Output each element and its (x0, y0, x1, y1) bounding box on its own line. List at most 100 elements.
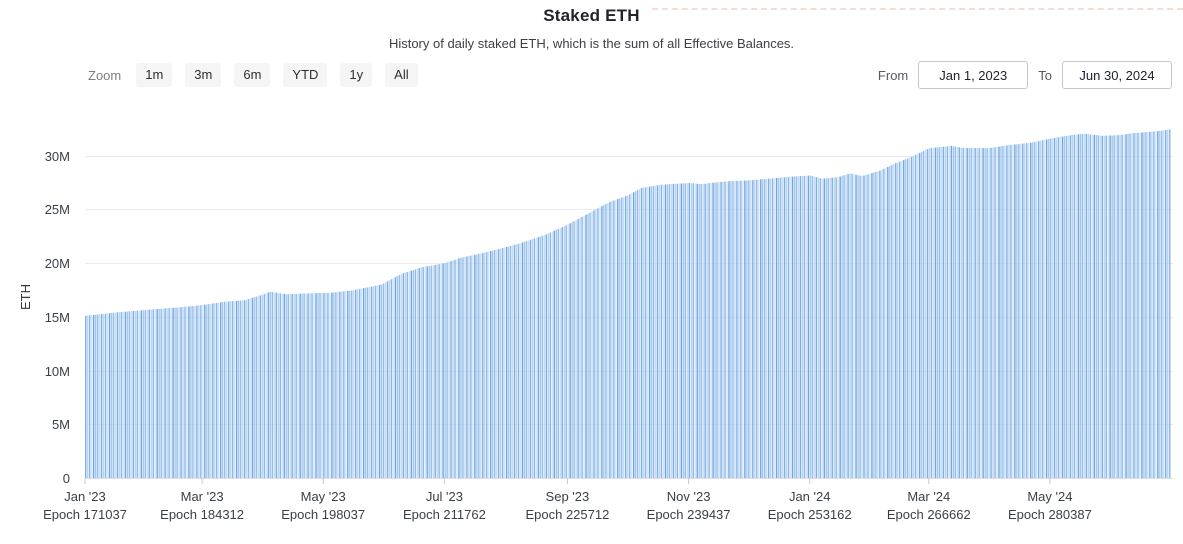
zoom-button-all[interactable]: All (385, 63, 418, 87)
bar (992, 147, 994, 479)
bar (591, 211, 593, 478)
bar (299, 293, 301, 478)
bar (208, 304, 210, 478)
bar (392, 278, 395, 478)
x-tick-month-label: Jan '23 (64, 489, 106, 504)
bar (462, 257, 464, 478)
x-tick-month-label: Nov '23 (667, 489, 711, 504)
bar (650, 186, 653, 478)
bar (124, 311, 127, 478)
bar (372, 286, 375, 478)
x-tick-epoch-label: Epoch 280387 (1008, 507, 1092, 522)
bar (1008, 145, 1010, 478)
bar (1061, 136, 1064, 478)
bar (1077, 134, 1080, 478)
zoom-button-3m[interactable]: 3m (185, 63, 222, 87)
bar (1002, 146, 1004, 478)
bar (235, 300, 238, 478)
x-tick-epoch-label: Epoch 239437 (647, 507, 731, 522)
bar (309, 293, 311, 478)
from-date-input[interactable] (918, 61, 1029, 89)
bar (1071, 135, 1074, 478)
bar (293, 293, 295, 478)
bar (515, 244, 518, 478)
bar (150, 309, 152, 478)
bar (799, 176, 802, 478)
bar (297, 293, 299, 478)
bar (861, 176, 863, 478)
bar (885, 167, 887, 478)
zoom-button-1y[interactable]: 1y (340, 63, 373, 87)
to-date-input[interactable] (1062, 61, 1172, 89)
bar (990, 147, 992, 478)
bar (839, 176, 841, 478)
bar (1026, 143, 1028, 478)
bar (188, 306, 190, 478)
bar (730, 181, 732, 479)
bar (851, 173, 853, 478)
bar (495, 249, 498, 478)
bar (1159, 130, 1161, 478)
bar (674, 183, 677, 479)
zoom-button-6m[interactable]: 6m (234, 63, 271, 87)
bar (410, 270, 413, 478)
zoom-button-ytd[interactable]: YTD (283, 63, 328, 87)
bar (122, 311, 125, 478)
chart-title: Staked ETH (543, 6, 640, 25)
bar (934, 147, 937, 479)
bar (547, 233, 550, 478)
bar (1047, 138, 1050, 478)
bar (1000, 146, 1002, 478)
bar (543, 235, 546, 478)
bar (192, 305, 194, 478)
bar (1151, 131, 1153, 478)
from-label: From (877, 67, 909, 83)
staked-eth-chart[interactable]: 0 5M 10M 15M 20M 25M 30M ETH Jan '23 Epoch 171037… (0, 96, 1183, 544)
bar (1131, 133, 1133, 478)
bar (760, 179, 762, 478)
bar (877, 171, 879, 479)
bar (440, 263, 442, 478)
bar (1018, 144, 1020, 479)
y-axis-title: ETH (18, 284, 33, 310)
bar (1053, 137, 1056, 478)
bar (329, 292, 331, 478)
bar (746, 180, 748, 478)
bar (1039, 140, 1042, 479)
bar (535, 237, 538, 478)
bar (194, 305, 196, 478)
bar (170, 308, 172, 478)
bar (118, 312, 121, 478)
bar (811, 176, 814, 478)
bar (970, 148, 972, 478)
bar (277, 292, 280, 478)
bar (404, 272, 407, 478)
bar (225, 301, 228, 478)
zoom-button-1m[interactable]: 1m (136, 63, 173, 87)
bar (1081, 133, 1084, 478)
staked-eth-bars[interactable] (85, 129, 1171, 479)
y-tick-label: 25M (45, 202, 70, 217)
bar (638, 188, 641, 478)
bar (767, 178, 770, 478)
bar (321, 292, 323, 478)
bar (819, 178, 822, 478)
bar (551, 231, 554, 478)
bar (341, 291, 343, 478)
bar (652, 185, 655, 478)
bar (362, 288, 365, 478)
bar (501, 248, 504, 478)
bar (549, 232, 552, 478)
bar (654, 185, 657, 478)
bar (243, 300, 246, 478)
bar (450, 261, 452, 478)
bar (791, 176, 794, 478)
bar (1167, 129, 1169, 478)
bar (900, 160, 903, 478)
bar (797, 176, 800, 479)
bar (821, 178, 824, 478)
bar (426, 266, 428, 478)
bar (696, 183, 698, 478)
bar (227, 301, 230, 478)
bar (486, 251, 488, 478)
